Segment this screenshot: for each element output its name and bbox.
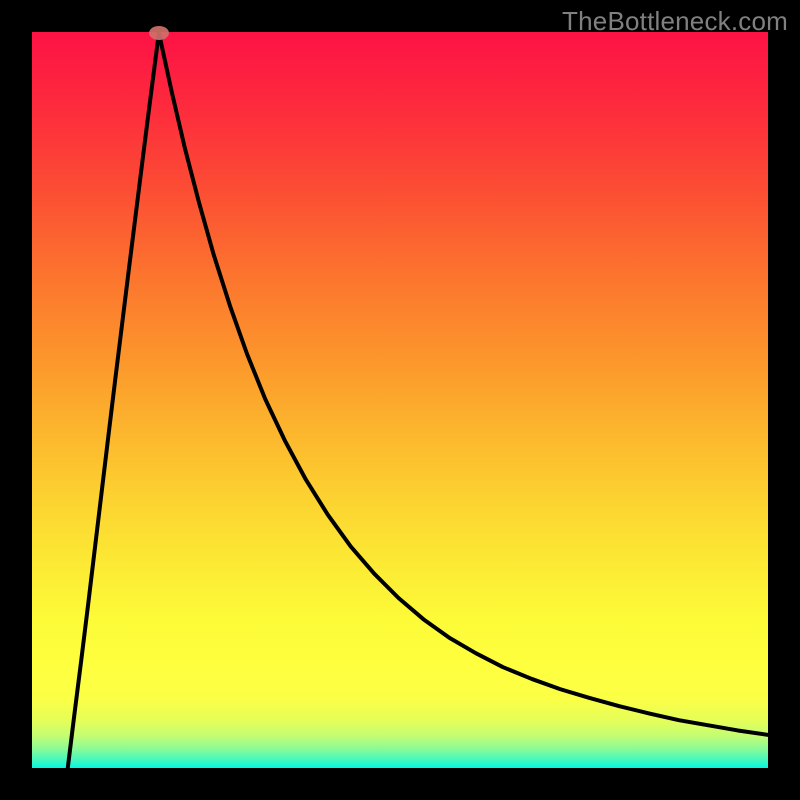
- minimum-marker: [149, 26, 169, 40]
- plot-area: [32, 32, 768, 768]
- watermark-text: TheBottleneck.com: [562, 6, 788, 37]
- curve-overlay: [32, 32, 768, 768]
- chart-container: TheBottleneck.com: [0, 0, 800, 800]
